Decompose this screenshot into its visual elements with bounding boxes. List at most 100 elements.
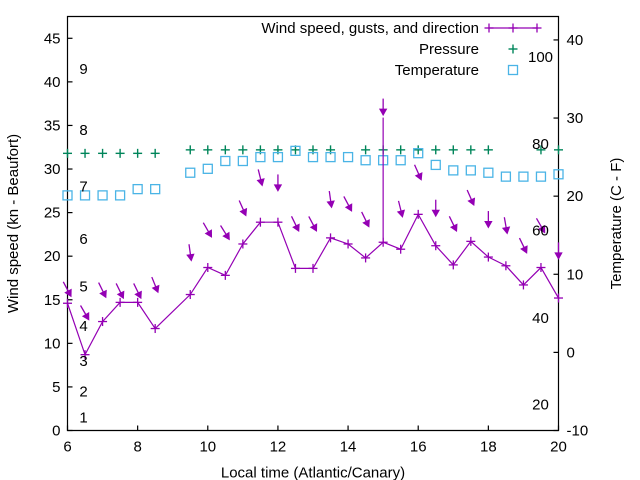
y-tick-label: 40 xyxy=(44,74,61,91)
y-tick-label: 30 xyxy=(44,161,61,178)
beaufort-label: 6 xyxy=(79,231,87,248)
y2-tick-label: 0 xyxy=(567,344,575,361)
legend-label: Pressure xyxy=(419,41,479,58)
temperature-point xyxy=(430,159,441,171)
legend-marker xyxy=(507,64,519,76)
wind-direction-arrow xyxy=(484,211,493,229)
wind-direction-arrow xyxy=(554,242,563,260)
arrow-head xyxy=(256,178,265,187)
temperature-point xyxy=(500,171,512,182)
temperature-point xyxy=(535,171,547,182)
wind-direction-arrow xyxy=(62,281,72,298)
arrow-head xyxy=(81,312,90,321)
wind-direction-arrow xyxy=(431,199,440,218)
wind-direction-arrow xyxy=(273,174,283,192)
temperature-point xyxy=(150,183,161,195)
arrow-head xyxy=(273,184,283,192)
y2-tick-label: -10 xyxy=(567,423,589,440)
temperature-point xyxy=(272,151,284,163)
y-tick-label: 35 xyxy=(44,117,61,134)
temperature-point xyxy=(97,190,108,201)
arrow-head xyxy=(449,223,458,233)
x-axis-title: Local time (Atlantic/Canary) xyxy=(221,465,405,480)
x-tick-label: 6 xyxy=(63,439,71,456)
arrow-head xyxy=(186,253,195,262)
y2-tick-label: 20 xyxy=(567,188,584,205)
temperature-point xyxy=(307,151,319,163)
fahrenheit-label: 40 xyxy=(532,310,549,327)
arrow-head xyxy=(484,221,493,229)
y-tick-label: 5 xyxy=(52,379,60,396)
y-tick-label: 10 xyxy=(44,335,61,352)
y-tick-label: 25 xyxy=(44,205,61,222)
fahrenheit-label: 80 xyxy=(532,136,549,153)
arrow-head xyxy=(222,231,230,241)
y-tick-label: 20 xyxy=(44,248,61,265)
wind-direction-arrow xyxy=(501,217,511,235)
temperature-point xyxy=(114,190,126,201)
wind-direction-arrow xyxy=(115,283,125,300)
wind-direction-arrow xyxy=(326,190,335,209)
temperature-point xyxy=(483,167,494,178)
arrow-head xyxy=(362,219,370,228)
arrow-head xyxy=(239,207,248,217)
wind-direction-arrow xyxy=(466,189,476,207)
arrow-head xyxy=(204,229,213,238)
arrow-head xyxy=(134,290,142,300)
y2-axis-title: Temperature (C - F) xyxy=(608,158,625,290)
temperature-point xyxy=(132,183,143,195)
beaufort-label: 9 xyxy=(79,61,87,78)
arrow-head xyxy=(116,290,125,300)
temperature-point xyxy=(185,167,196,178)
arrow-head xyxy=(396,209,405,218)
y-tick-label: 0 xyxy=(52,423,60,440)
fahrenheit-label: 60 xyxy=(532,223,549,240)
x-tick-label: 8 xyxy=(133,439,141,456)
temperature-point xyxy=(255,151,266,163)
legend-label: Temperature xyxy=(395,62,479,79)
temperature-point xyxy=(220,155,231,167)
wind-direction-arrow xyxy=(396,200,405,218)
y-tick-label: 45 xyxy=(44,30,61,47)
x-tick-label: 20 xyxy=(550,439,567,456)
wind-direction-arrow xyxy=(535,218,546,234)
beaufort-label: 4 xyxy=(79,318,87,335)
arrow-head xyxy=(344,203,353,212)
beaufort-label: 2 xyxy=(79,383,87,400)
temperature-point xyxy=(202,163,213,174)
wind-direction-arrow xyxy=(220,225,230,241)
wind-direction-arrow xyxy=(343,196,353,212)
wind-direction-arrow xyxy=(186,244,195,262)
beaufort-label: 8 xyxy=(79,122,87,139)
temperature-point xyxy=(237,155,249,167)
beaufort-label: 5 xyxy=(79,279,87,296)
temperature-point xyxy=(325,151,336,163)
temperature-point xyxy=(395,155,406,166)
temperature-point xyxy=(553,169,564,180)
temperature-series xyxy=(62,145,564,201)
beaufort-label: 1 xyxy=(79,409,87,426)
wind-direction-arrow xyxy=(79,305,90,321)
x-tick-label: 12 xyxy=(270,439,287,456)
y-tick-label: 15 xyxy=(44,292,61,309)
arrow-head xyxy=(309,223,318,232)
temperature-point xyxy=(518,171,529,182)
y-axis-title: Wind speed (kn - Beaufort) xyxy=(5,134,22,313)
temperature-point xyxy=(342,151,354,163)
x-tick-label: 18 xyxy=(480,439,497,456)
beaufort-label: 3 xyxy=(79,353,87,370)
arrow-head xyxy=(99,289,107,299)
wind-speed-line xyxy=(66,213,560,357)
arrow-head xyxy=(431,209,440,218)
arrow-head xyxy=(554,252,563,260)
temperature-point xyxy=(360,155,371,166)
temperature-point xyxy=(290,145,301,157)
fahrenheit-label: 100 xyxy=(528,49,553,66)
x-tick-label: 16 xyxy=(410,439,427,456)
legend-label: Wind speed, gusts, and direction xyxy=(261,20,479,37)
fahrenheit-label: 20 xyxy=(532,397,549,414)
y2-tick-label: 30 xyxy=(567,110,584,127)
